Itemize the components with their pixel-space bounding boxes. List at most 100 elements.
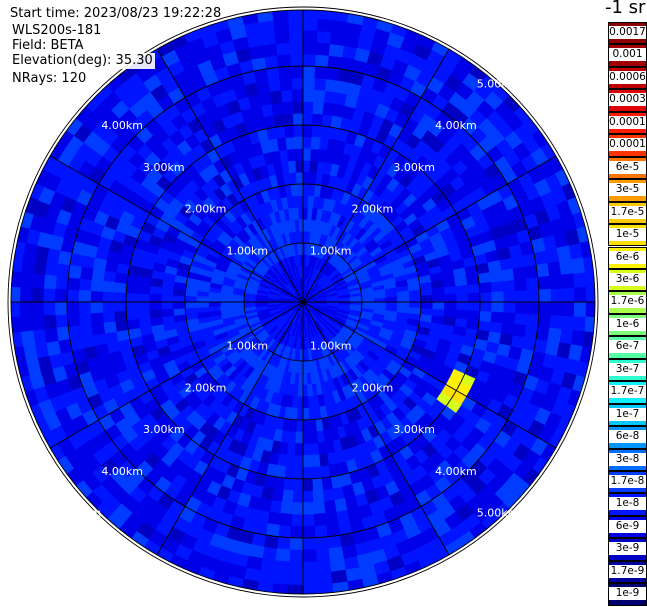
ppi-cell <box>465 274 480 285</box>
ppi-cell <box>281 489 294 503</box>
ppi-cell <box>67 277 81 291</box>
range-label: 4.00km <box>101 465 143 478</box>
ppi-cell <box>307 195 315 209</box>
ppi-cell <box>265 523 280 537</box>
ppi-cell <box>467 310 480 321</box>
ppi-cell <box>331 20 348 35</box>
ppi-cell <box>126 319 141 330</box>
ppi-cell <box>362 371 375 385</box>
ppi-cell <box>231 301 245 306</box>
ppi-cell <box>477 272 491 284</box>
nrays: NRays: 120 <box>12 71 87 86</box>
ppi-cell <box>19 286 33 303</box>
ppi-cell <box>559 259 574 276</box>
ppi-cell <box>299 242 304 256</box>
ppi-cell <box>287 160 297 174</box>
ppi-cell <box>444 301 457 311</box>
ppi-cell <box>299 290 304 303</box>
ppi-cell <box>308 172 317 185</box>
ppi-cell <box>328 43 344 58</box>
ppi-cell <box>90 290 103 303</box>
colorbar-label: 6e-6 <box>609 250 646 264</box>
azimuth-spoke <box>49 155 304 303</box>
ppi-cell <box>272 583 289 594</box>
ppi-cell <box>184 301 198 309</box>
ppi-cell <box>299 348 304 362</box>
ppi-cell <box>336 215 347 229</box>
ppi-cell <box>187 37 206 55</box>
ppi-cell <box>287 584 304 595</box>
ppi-cell <box>11 316 22 333</box>
colorbar-label: 0.0003 <box>609 93 646 107</box>
ppi-cell <box>291 89 304 102</box>
ppi-cell <box>289 537 304 551</box>
ppi-cell <box>538 288 552 303</box>
ppi-cell <box>66 301 80 315</box>
ppi-cell <box>294 136 304 150</box>
ppi-cell <box>292 101 304 114</box>
ppi-cell <box>302 30 318 43</box>
ppi-cell <box>91 322 106 336</box>
ppi-cell <box>341 544 358 559</box>
ppi-cell <box>213 353 227 365</box>
ppi-cell <box>290 183 298 197</box>
ppi-cell <box>420 294 434 303</box>
ppi-cell <box>276 54 291 68</box>
ppi-cell <box>185 410 201 426</box>
ppi-cell <box>310 454 321 468</box>
ppi-cell <box>149 309 163 319</box>
ppi-cell <box>31 287 44 303</box>
ppi-cell <box>315 42 331 56</box>
ppi-cell <box>294 148 304 161</box>
ppi-cell <box>19 272 34 289</box>
colorbar-label: 1.7e-7 <box>609 385 646 399</box>
ppi-cell <box>262 43 278 58</box>
ppi-cell <box>205 253 220 264</box>
ppi-cell <box>90 312 104 325</box>
ppi-cell <box>92 257 108 271</box>
ppi-cell <box>292 207 299 221</box>
ppi-cell <box>302 77 315 91</box>
ppi-cell <box>310 136 321 150</box>
ppi-cell <box>264 389 275 404</box>
ppi-cell <box>302 525 316 539</box>
ppi-cell <box>293 301 304 311</box>
ppi-cell <box>68 264 82 279</box>
ppi-cell <box>524 264 538 279</box>
ppi-cell <box>79 266 94 281</box>
azimuth-spoke <box>302 301 450 556</box>
ppi-cell <box>293 293 304 303</box>
ppi-cell <box>43 274 57 290</box>
colorbar-units: -1 sr <box>605 0 646 18</box>
ppi-cell <box>487 260 502 273</box>
ppi-cell <box>403 64 422 82</box>
ppi-cell <box>325 292 338 298</box>
colorbar-label: 1e-6 <box>609 317 646 331</box>
range-label: 1.00km <box>310 340 352 353</box>
ppi-cell <box>314 298 327 301</box>
ppi-cell <box>23 242 38 260</box>
station-name: WLS200s-181 <box>12 23 102 38</box>
ppi-cell <box>54 301 68 316</box>
range-label: 3.00km <box>143 423 185 436</box>
ppi-cell <box>313 513 327 527</box>
colorbar-label: 3e-8 <box>609 452 646 466</box>
ppi-cell <box>286 148 296 162</box>
ppi-cell <box>442 316 456 327</box>
ppi-cell <box>302 372 308 385</box>
colorbar-label: 6e-7 <box>609 340 646 354</box>
ppi-cell <box>502 312 516 325</box>
ppi-cell <box>302 396 309 409</box>
ppi-cell <box>90 301 103 314</box>
ppi-cell <box>302 148 312 161</box>
colorbar-label: 1.7e-5 <box>609 205 646 219</box>
ppi-cell <box>291 301 304 305</box>
ppi-cell <box>302 207 309 220</box>
ppi-cell <box>512 266 527 281</box>
ppi-cell <box>54 288 68 303</box>
ppi-cell <box>431 286 445 296</box>
ppi-cell <box>298 372 304 385</box>
ppi-cell <box>315 54 330 68</box>
ppi-cell <box>312 101 325 115</box>
azimuth-spoke <box>156 301 304 556</box>
